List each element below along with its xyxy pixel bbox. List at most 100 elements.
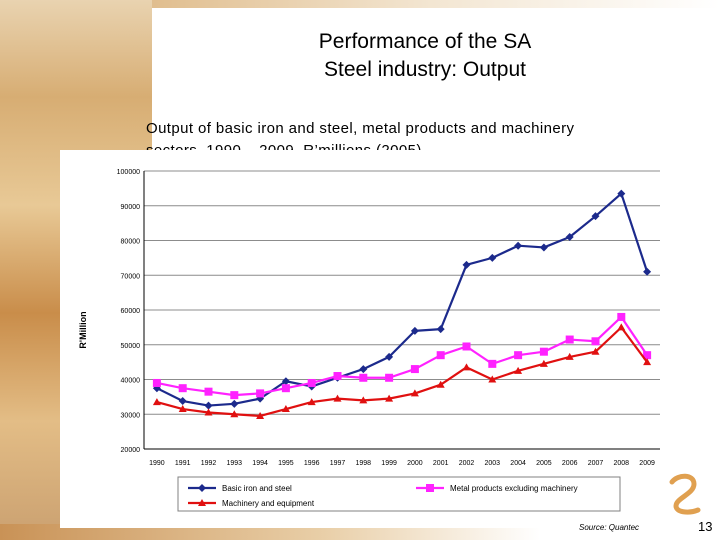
data-point bbox=[333, 372, 342, 381]
data-point bbox=[178, 405, 187, 413]
y-tick-label: 90000 bbox=[121, 204, 141, 211]
legend-box bbox=[177, 476, 621, 512]
slide-title-line-2: Steel industry: Output bbox=[324, 58, 526, 81]
x-tick-label: 1996 bbox=[304, 460, 320, 467]
data-point bbox=[256, 394, 265, 403]
data-point bbox=[385, 373, 394, 382]
data-point bbox=[591, 337, 600, 346]
data-point bbox=[436, 380, 445, 388]
slide-title: Performance of the SA Steel industry: Ou… bbox=[240, 28, 610, 84]
x-tick-label: 2002 bbox=[459, 460, 475, 467]
x-tick-label: 2006 bbox=[562, 460, 578, 467]
series-1 bbox=[152, 189, 652, 410]
x-tick-label: 1999 bbox=[381, 460, 397, 467]
x-tick-label: 1991 bbox=[175, 460, 191, 467]
brand-swirl-logo bbox=[669, 473, 701, 515]
data-point bbox=[514, 351, 523, 360]
data-point bbox=[565, 352, 574, 360]
decorative-bottom-band bbox=[0, 524, 720, 540]
data-point bbox=[462, 342, 471, 351]
y-tick-label: 20000 bbox=[121, 447, 141, 454]
data-point bbox=[204, 387, 213, 396]
y-tick-labels: 100000 90000 80000 70000 60000 50000 40000 3000… bbox=[117, 169, 140, 454]
y-tick-label: 100000 bbox=[117, 169, 140, 176]
x-tick-label: 1994 bbox=[252, 460, 268, 467]
data-point bbox=[539, 347, 548, 356]
data-point bbox=[514, 241, 523, 250]
y-tick-label: 40000 bbox=[121, 378, 141, 385]
y-tick-label: 60000 bbox=[121, 308, 141, 315]
legend-swatch-marker bbox=[198, 499, 206, 506]
data-point bbox=[591, 347, 600, 355]
x-tick-label: 2004 bbox=[510, 460, 526, 467]
data-point bbox=[281, 384, 290, 393]
data-point bbox=[359, 373, 368, 382]
series-3 bbox=[152, 323, 652, 419]
chart-panel: 100000 90000 80000 70000 60000 50000 40000 3000… bbox=[60, 150, 666, 528]
x-tick-label: 2003 bbox=[485, 460, 501, 467]
x-tick-label: 1995 bbox=[278, 460, 294, 467]
data-point bbox=[591, 212, 600, 221]
data-point bbox=[333, 394, 342, 402]
data-point bbox=[565, 233, 574, 242]
data-point bbox=[307, 378, 316, 387]
data-point bbox=[643, 267, 652, 276]
data-point bbox=[410, 365, 419, 374]
x-tick-label: 2008 bbox=[614, 460, 630, 467]
series-line bbox=[156, 315, 649, 397]
data-point bbox=[359, 396, 368, 404]
data-point bbox=[462, 363, 471, 371]
data-point bbox=[385, 352, 394, 361]
data-point bbox=[539, 243, 548, 252]
legend-swatch-marker bbox=[426, 484, 434, 492]
data-point bbox=[152, 398, 161, 406]
data-point bbox=[359, 365, 368, 374]
decorative-top-band bbox=[0, 0, 720, 8]
series-line bbox=[156, 192, 649, 407]
x-tick-label: 1992 bbox=[201, 460, 217, 467]
legend: Basic iron and steel Metal products exclu… bbox=[177, 476, 621, 512]
series-2 bbox=[152, 312, 652, 400]
x-tick-labels: 1990 1991 1992 1993 1994 1995 1996 1997 1998 1999… bbox=[149, 460, 655, 467]
data-point bbox=[488, 359, 497, 368]
data-point bbox=[256, 411, 265, 419]
data-point bbox=[617, 312, 626, 321]
legend-swatch-marker bbox=[198, 484, 206, 492]
data-point bbox=[410, 326, 419, 335]
data-point bbox=[514, 366, 523, 374]
data-point bbox=[204, 401, 213, 410]
x-tick-label: 1990 bbox=[149, 460, 165, 467]
legend-label: Basic iron and steel bbox=[222, 484, 292, 493]
subtitle-line-1: Output of basic iron and steel, metal pr… bbox=[146, 120, 575, 137]
line-chart: 100000 90000 80000 70000 60000 50000 40000 3000… bbox=[78, 169, 660, 512]
gridlines bbox=[144, 170, 660, 450]
data-point bbox=[256, 389, 265, 398]
series-line bbox=[156, 326, 648, 418]
x-tick-label: 2000 bbox=[407, 460, 423, 467]
x-tick-label: 2007 bbox=[588, 460, 604, 467]
data-point bbox=[385, 394, 394, 402]
data-point bbox=[230, 410, 239, 418]
source-note: Source: Quantec bbox=[579, 523, 640, 532]
data-point bbox=[565, 335, 574, 344]
data-point bbox=[617, 323, 626, 331]
series-lines bbox=[152, 189, 652, 419]
data-point bbox=[230, 391, 239, 400]
y-tick-label: 50000 bbox=[121, 343, 141, 350]
data-point bbox=[281, 405, 290, 413]
legend-label: Machinery and equipment bbox=[222, 499, 315, 508]
data-point bbox=[152, 378, 161, 387]
x-tick-label: 1997 bbox=[330, 460, 346, 467]
data-point bbox=[410, 389, 419, 397]
data-point bbox=[643, 351, 652, 360]
data-point bbox=[436, 325, 445, 334]
axes bbox=[143, 171, 660, 450]
data-point bbox=[178, 384, 187, 393]
data-point bbox=[436, 351, 445, 360]
data-point bbox=[617, 189, 626, 198]
y-tick-label: 30000 bbox=[121, 412, 141, 419]
data-point bbox=[204, 408, 213, 416]
data-point bbox=[488, 253, 497, 262]
data-point bbox=[462, 260, 471, 269]
x-tick-label: 2005 bbox=[536, 460, 552, 467]
